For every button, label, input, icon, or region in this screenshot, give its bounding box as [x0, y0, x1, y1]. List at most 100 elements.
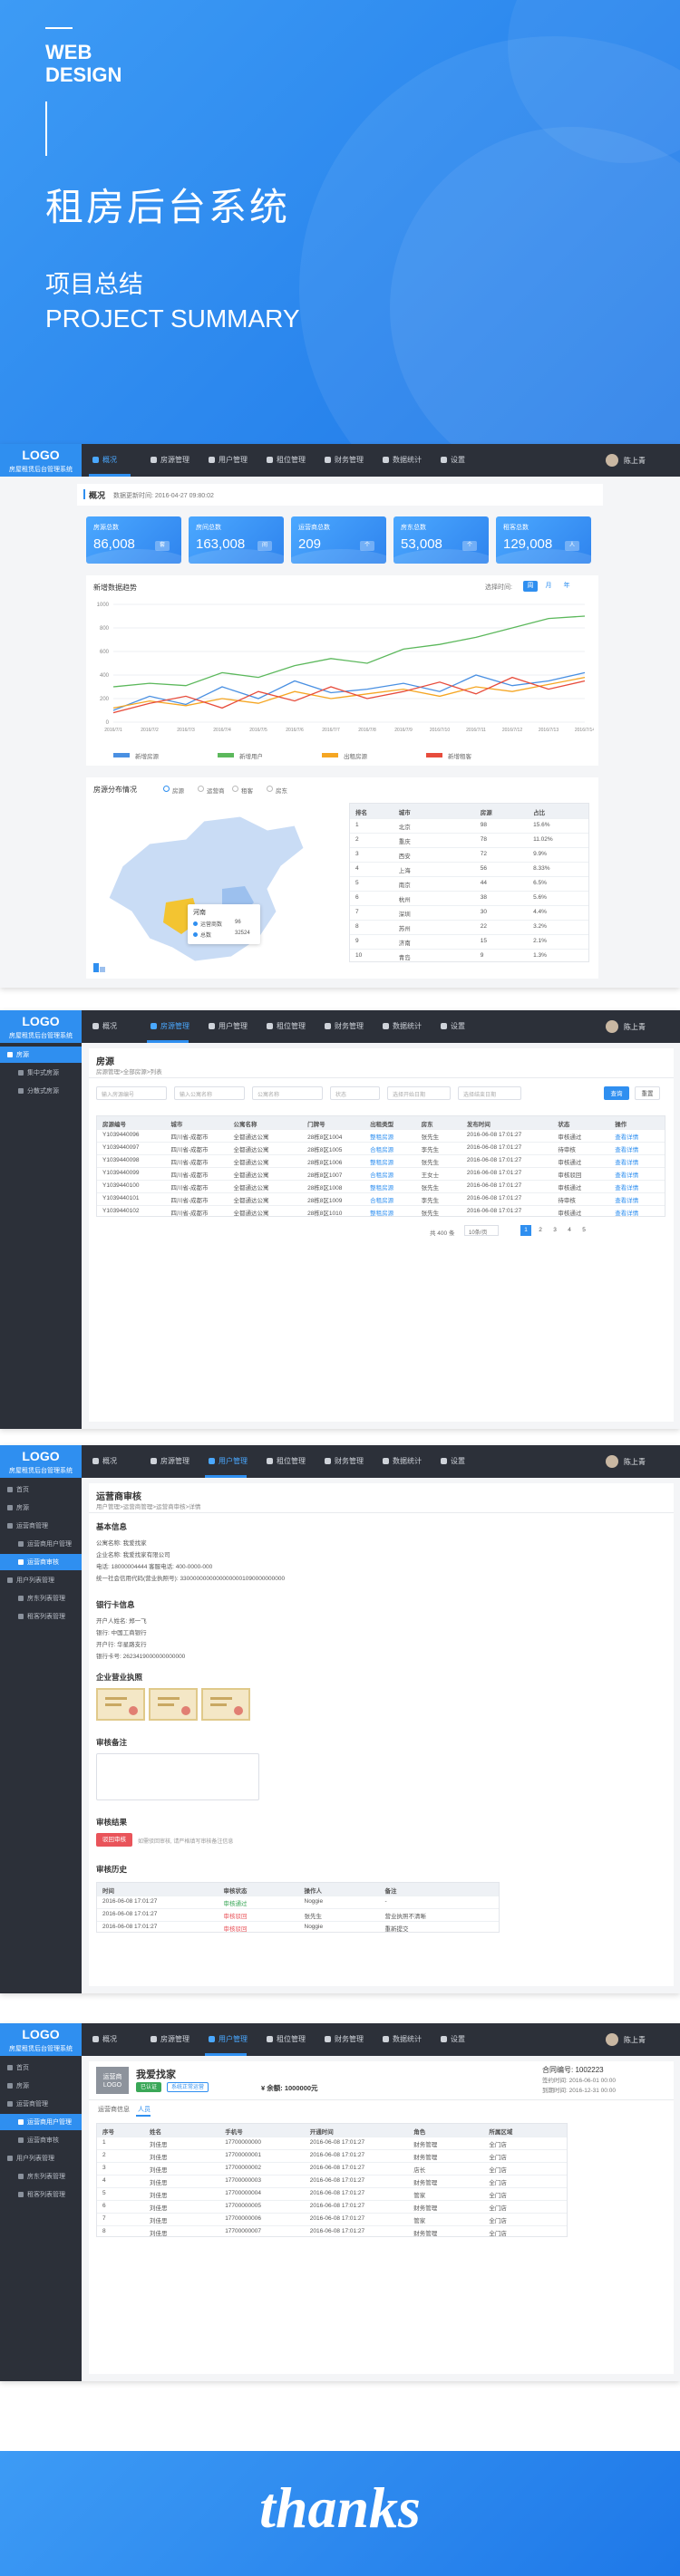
table-header: 城市: [398, 810, 411, 816]
tab[interactable]: 人员: [138, 2107, 151, 2113]
sidebar-item[interactable]: 分散式房源: [0, 1083, 82, 1099]
sidebar-item[interactable]: 房源: [0, 1047, 82, 1063]
nav-item[interactable]: 房源管理: [160, 456, 189, 464]
radio-label[interactable]: 房东: [276, 788, 287, 795]
tab[interactable]: 运营商信息: [98, 2107, 130, 2113]
sidebar-item[interactable]: 租客列表管理: [0, 2186, 82, 2203]
table-cell[interactable]: 查看详情: [615, 1198, 639, 1204]
range-button[interactable]: 年: [559, 581, 574, 592]
nav-item[interactable]: 数据统计: [393, 456, 422, 464]
table-cell: 济南: [398, 941, 411, 947]
radio[interactable]: [198, 786, 204, 792]
sidebar-item[interactable]: 房东列表管理: [0, 1590, 82, 1606]
sidebar-item[interactable]: 集中式房源: [0, 1065, 82, 1081]
radio[interactable]: [267, 786, 273, 792]
page-number[interactable]: 2: [535, 1225, 546, 1236]
nav-item[interactable]: 财务管理: [335, 1457, 364, 1465]
sidebar-item[interactable]: 用户列表管理: [0, 2150, 82, 2166]
filter-input[interactable]: 公寓名称: [252, 1086, 323, 1100]
section-title: 银行卡信息: [96, 1600, 135, 1609]
table-cell[interactable]: 查看详情: [615, 1185, 639, 1192]
nav-item[interactable]: 财务管理: [335, 456, 364, 464]
sidebar-item[interactable]: 运营商审核: [0, 1554, 82, 1570]
nav-item[interactable]: 概况: [102, 2035, 117, 2043]
sidebar-item[interactable]: 房源: [0, 1500, 82, 1516]
nav-item[interactable]: 租位管理: [277, 2035, 306, 2043]
sidebar-item[interactable]: 房源: [0, 2078, 82, 2094]
nav-item[interactable]: 概况: [102, 1457, 117, 1465]
page-number[interactable]: 4: [564, 1225, 575, 1236]
radio-label[interactable]: 租客: [241, 788, 253, 795]
nav-item[interactable]: 租位管理: [277, 1022, 306, 1030]
button[interactable]: 重置: [635, 1086, 660, 1100]
reject-button[interactable]: 驳回审核: [96, 1833, 132, 1847]
table-cell[interactable]: 查看详情: [615, 1172, 639, 1179]
nav-item[interactable]: 数据统计: [393, 1457, 422, 1465]
nav-item[interactable]: 设置: [451, 1022, 465, 1030]
sidebar-item[interactable]: 运营商用户管理: [0, 2114, 82, 2130]
nav-item[interactable]: 房源管理: [160, 1022, 189, 1030]
table-row-line: [350, 862, 588, 863]
radio[interactable]: [232, 786, 238, 792]
table-cell[interactable]: 查看详情: [615, 1160, 639, 1166]
page-number[interactable]: 3: [549, 1225, 560, 1236]
filter-input[interactable]: 状态: [330, 1086, 380, 1100]
page-number[interactable]: 1: [520, 1225, 531, 1236]
table-cell: 全门店: [489, 2218, 507, 2224]
sidebar: 首页房源运营商管理运营商用户管理 运营商审核用户列表管理 房东列表管理 租客列表管理: [0, 2056, 82, 2381]
sidebar-item[interactable]: 运营商用户管理: [0, 1536, 82, 1552]
table-cell[interactable]: 查看详情: [615, 1147, 639, 1153]
license-image[interactable]: [96, 1688, 145, 1721]
table-row-line: [350, 949, 588, 950]
nav-item[interactable]: 数据统计: [393, 2035, 422, 2043]
nav-item[interactable]: 用户管理: [219, 1457, 248, 1465]
button[interactable]: 查询: [604, 1086, 629, 1100]
nav-item[interactable]: 用户管理: [219, 1022, 248, 1030]
nav-item[interactable]: 房源管理: [160, 2035, 189, 2043]
sidebar-item[interactable]: 运营商管理: [0, 2096, 82, 2112]
filter-input[interactable]: 输入公寓名称: [174, 1086, 245, 1100]
filter-input[interactable]: 选择结束日期: [458, 1086, 521, 1100]
nav-item[interactable]: 设置: [451, 2035, 465, 2043]
table-cell[interactable]: 查看详情: [615, 1211, 639, 1217]
nav-item[interactable]: 设置: [451, 456, 465, 464]
table-cell: 重新提交: [384, 1926, 409, 1933]
license-image[interactable]: [201, 1688, 250, 1721]
sidebar-item[interactable]: 租客列表管理: [0, 1608, 82, 1625]
radio-label[interactable]: 房源: [172, 788, 184, 795]
filter-input[interactable]: 选择开始日期: [387, 1086, 451, 1100]
nav-item[interactable]: 财务管理: [335, 2035, 364, 2043]
sidebar-item[interactable]: 用户列表管理: [0, 1572, 82, 1588]
user-name[interactable]: 陈上青: [624, 1023, 646, 1031]
sidebar-item[interactable]: 首页: [0, 2060, 82, 2076]
nav-item[interactable]: 概况: [102, 1022, 117, 1030]
radio-label[interactable]: 运营商: [207, 788, 225, 795]
user-name[interactable]: 陈上青: [624, 1458, 646, 1466]
nav-item[interactable]: 财务管理: [335, 1022, 364, 1030]
nav-item[interactable]: 设置: [451, 1457, 465, 1465]
range-button[interactable]: 周: [523, 581, 538, 592]
nav-icon: [151, 1458, 157, 1464]
nav-item[interactable]: 租位管理: [277, 456, 306, 464]
nav-item[interactable]: 房源管理: [160, 1457, 189, 1465]
page-number[interactable]: 5: [578, 1225, 589, 1236]
nav-item[interactable]: 用户管理: [219, 456, 248, 464]
sidebar-item[interactable]: 运营商审核: [0, 2132, 82, 2148]
stat-value: 163,008: [196, 536, 246, 552]
nav-item[interactable]: 租位管理: [277, 1457, 306, 1465]
nav-item[interactable]: 用户管理: [219, 2035, 248, 2043]
radio[interactable]: [163, 786, 170, 792]
sidebar-item[interactable]: 首页: [0, 1481, 82, 1498]
sidebar-item[interactable]: 运营商管理: [0, 1518, 82, 1534]
pagination-size[interactable]: 10条/页: [464, 1225, 499, 1236]
nav-item[interactable]: 数据统计: [393, 1022, 422, 1030]
remark-textarea[interactable]: [96, 1753, 259, 1800]
filter-input[interactable]: 输入房源编号: [96, 1086, 167, 1100]
user-name[interactable]: 陈上青: [624, 457, 646, 465]
table-cell[interactable]: 查看详情: [615, 1134, 639, 1141]
nav-item[interactable]: 概况: [102, 456, 117, 464]
range-button[interactable]: 月: [541, 581, 556, 592]
user-name[interactable]: 陈上青: [624, 2036, 646, 2044]
sidebar-item[interactable]: 房东列表管理: [0, 2168, 82, 2185]
license-image[interactable]: [149, 1688, 198, 1721]
